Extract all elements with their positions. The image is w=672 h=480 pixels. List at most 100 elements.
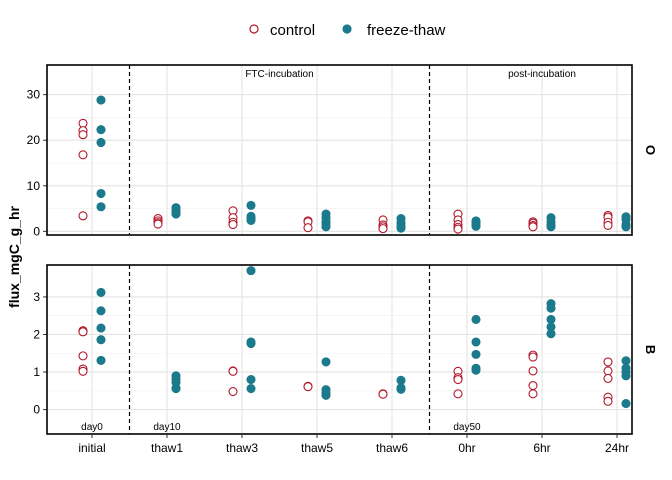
x-tick-label: thaw6 <box>376 441 408 455</box>
freeze-thaw-point <box>96 323 106 333</box>
freeze-thaw-point <box>246 266 256 276</box>
freeze-thaw-point <box>546 303 556 313</box>
freeze-thaw-point <box>96 306 106 316</box>
y-tick-label: 10 <box>27 179 41 193</box>
x-tick-label: 0hr <box>458 441 475 455</box>
panel-B: 0 1 2 3 day0 day10 day50 B <box>33 264 658 435</box>
freeze-thaw-point <box>471 365 481 375</box>
panel-O-annotations: FTC-incubation post-incubation <box>245 69 576 80</box>
panel-B-annotations: day0 day10 day50 <box>81 422 481 433</box>
x-tick-label: thaw1 <box>151 441 183 455</box>
freeze-thaw-point <box>396 223 406 233</box>
control-point <box>303 382 313 392</box>
panel-B-strip-label: B <box>643 345 658 354</box>
panel-annotation: day50 <box>453 422 481 433</box>
control-point <box>603 366 613 376</box>
panel-O-y-ticks: 0 10 20 30 <box>27 88 47 238</box>
y-tick-label: 1 <box>33 365 40 379</box>
y-tick-label: 3 <box>33 290 40 304</box>
control-point <box>378 224 388 234</box>
x-tick-label: 6hr <box>533 441 550 455</box>
control-point <box>153 219 163 229</box>
legend: control freeze-thaw <box>249 22 446 39</box>
control-point <box>78 211 88 221</box>
x-tick-label: 24hr <box>605 441 629 455</box>
control-point <box>453 389 463 399</box>
control-point <box>78 327 88 337</box>
control-point <box>378 389 388 399</box>
panel-annotation: post-incubation <box>508 69 576 80</box>
freeze-thaw-point <box>96 137 106 148</box>
control-point <box>303 223 313 233</box>
freeze-thaw-point <box>621 371 631 381</box>
panel-B-y-ticks: 0 1 2 3 <box>33 290 47 417</box>
freeze-thaw-point <box>621 356 631 366</box>
y-tick-label: 30 <box>27 88 41 102</box>
y-tick-label: 0 <box>33 403 40 417</box>
panel-B-points <box>78 266 631 409</box>
freeze-thaw-point <box>171 384 181 394</box>
legend-control-label: control <box>270 22 315 39</box>
freeze-thaw-point <box>471 314 481 325</box>
control-point <box>78 351 88 361</box>
control-point <box>528 381 538 391</box>
freeze-thaw-point <box>621 222 631 232</box>
control-point <box>228 387 238 397</box>
control-point <box>228 219 238 230</box>
panel-annotation: FTC-incubation <box>245 69 313 80</box>
control-point <box>228 366 238 376</box>
control-point <box>603 373 613 383</box>
control-point <box>78 130 88 140</box>
panel-O-grid <box>47 65 632 235</box>
control-point <box>78 366 88 376</box>
control-point <box>603 220 613 230</box>
panel-O-strip-label: O <box>643 145 658 155</box>
freeze-thaw-point <box>96 355 106 365</box>
freeze-thaw-point <box>246 338 256 349</box>
freeze-thaw-point <box>396 384 406 394</box>
freeze-thaw-point <box>396 375 406 385</box>
control-point <box>453 374 463 385</box>
x-tick-label: thaw5 <box>301 441 333 455</box>
control-point <box>528 222 538 232</box>
freeze-thaw-point <box>96 202 106 212</box>
freeze-thaw-point <box>546 222 556 232</box>
control-point <box>453 224 463 234</box>
panel-B-grid <box>47 265 632 434</box>
legend-freeze-thaw-label: freeze-thaw <box>367 22 446 39</box>
freeze-thaw-point <box>471 337 481 347</box>
freeze-thaw-point <box>471 349 481 359</box>
freeze-thaw-point <box>471 221 481 231</box>
freeze-thaw-point <box>546 314 556 325</box>
y-tick-label: 0 <box>33 224 40 238</box>
legend-control-marker <box>249 24 259 34</box>
panel-B-frame <box>46 264 633 435</box>
freeze-thaw-point <box>246 374 256 385</box>
x-tick-label: thaw3 <box>226 441 258 455</box>
y-tick-label: 2 <box>33 327 40 341</box>
panel-annotation: day0 <box>81 422 103 433</box>
freeze-thaw-point <box>546 329 556 339</box>
freeze-thaw-point <box>321 390 331 400</box>
control-point <box>528 389 538 399</box>
freeze-thaw-point <box>621 399 631 409</box>
control-point <box>603 396 613 406</box>
freeze-thaw-point <box>246 384 256 394</box>
freeze-thaw-point <box>96 95 106 105</box>
x-tick-label: initial <box>78 441 105 455</box>
freeze-thaw-point <box>171 209 181 219</box>
freeze-thaw-point <box>246 215 256 225</box>
freeze-thaw-point <box>96 188 106 199</box>
freeze-thaw-point <box>96 125 106 135</box>
control-point <box>528 366 538 376</box>
freeze-thaw-point <box>246 200 256 210</box>
freeze-thaw-point <box>321 357 331 367</box>
control-point <box>603 357 613 367</box>
panel-annotation: day10 <box>153 422 181 433</box>
freeze-thaw-point <box>321 222 331 232</box>
panel-O-dashed-lines <box>128 65 431 235</box>
x-axis: initial thaw1 thaw3 thaw5 thaw6 0hr 6hr 24hr <box>78 434 629 455</box>
freeze-thaw-point <box>96 335 106 345</box>
control-point <box>78 150 88 160</box>
